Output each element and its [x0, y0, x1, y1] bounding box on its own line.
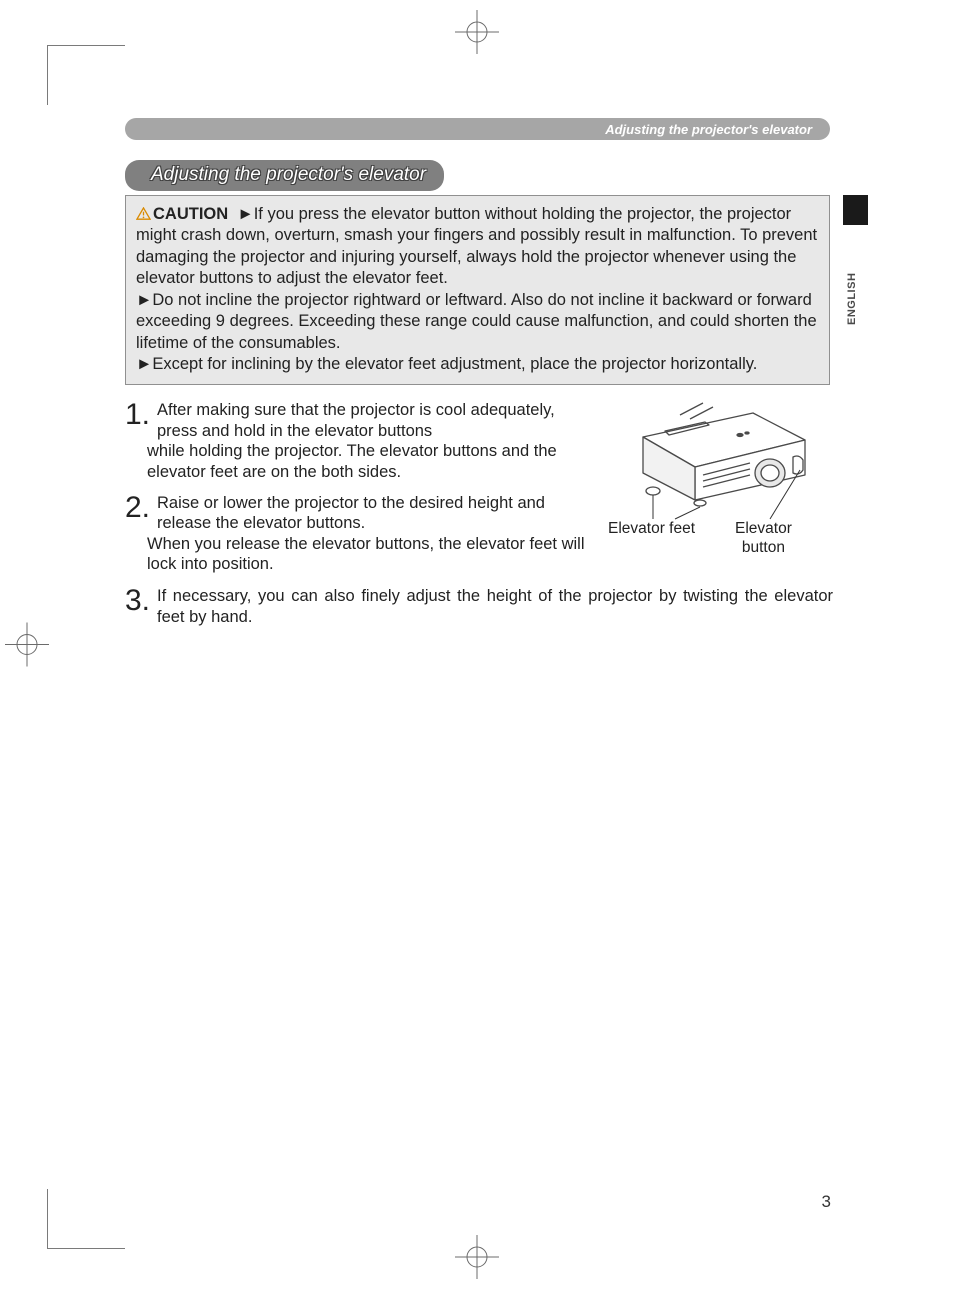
step-number: 1.: [125, 398, 157, 441]
step-2: 2. Raise or lower the projector to the d…: [125, 491, 595, 534]
steps-list: 1. After making sure that the projector …: [125, 398, 595, 575]
caution-label: CAUTION: [153, 205, 228, 223]
registration-mark-top: [455, 10, 499, 59]
breadcrumb-text: Adjusting the projector's elevator: [605, 122, 812, 137]
step-3-text: If necessary, you can also finely adjust…: [157, 587, 833, 626]
breadcrumb-bar: Adjusting the projector's elevator: [125, 118, 830, 140]
step-2-lead: Raise or lower the projector to the desi…: [157, 493, 595, 534]
diagram-label-button: Elevator button: [735, 520, 792, 557]
section-title-pill: Adjusting the projector's elevator: [125, 160, 444, 191]
step-2-cont: When you release the elevator buttons, t…: [147, 534, 595, 575]
caution-p3: Except for inclining by the elevator fee…: [152, 355, 757, 373]
step-1-cont: while holding the projector. The elevato…: [147, 441, 595, 482]
caution-p2: Do not incline the projector rightward o…: [136, 291, 817, 352]
step-3: 3. If necessary, you can also finely adj…: [125, 584, 833, 633]
step-number: 3.: [125, 584, 157, 627]
arrow-icon: ►: [136, 355, 152, 373]
page-number: 3: [822, 1192, 831, 1212]
diagram-label-feet: Elevator feet: [608, 520, 695, 538]
section-title: Adjusting the projector's elevator: [151, 164, 426, 185]
registration-mark-bottom: [455, 1235, 499, 1284]
language-label: ENGLISH: [843, 235, 861, 325]
arrow-icon: ►: [237, 205, 253, 223]
warning-icon: [136, 207, 151, 220]
language-tab: [843, 195, 868, 225]
step-number: 2.: [125, 491, 157, 534]
registration-mark-left: [5, 623, 49, 672]
caution-box: CAUTION ►If you press the elevator butto…: [125, 195, 830, 385]
arrow-icon: ►: [136, 291, 152, 309]
step-1: 1. After making sure that the projector …: [125, 398, 595, 441]
step-1-lead: After making sure that the projector is …: [157, 400, 595, 441]
